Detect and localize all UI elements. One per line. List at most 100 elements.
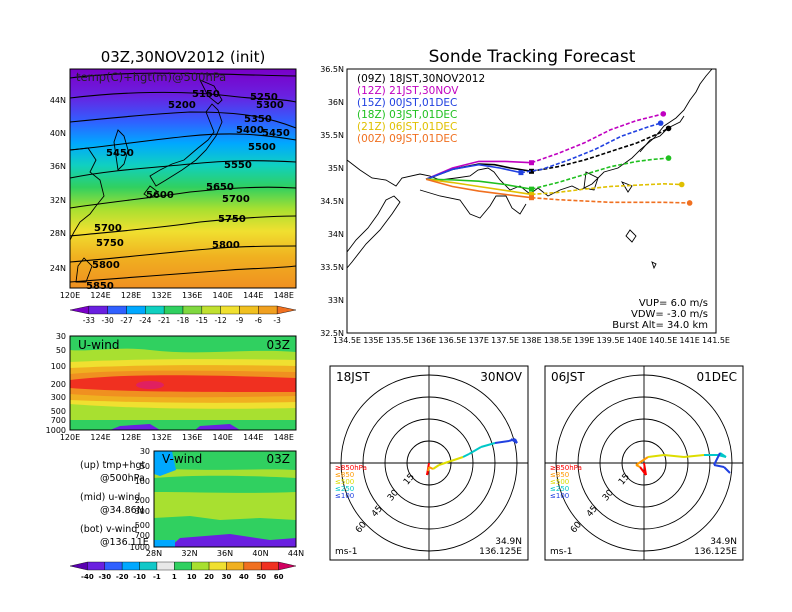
map500-lon-tick: 124E <box>90 291 110 300</box>
vwind-p-tick: 700 <box>135 531 150 540</box>
hgt-label: 5200 <box>168 100 196 111</box>
height-labels: 5150520052505300535054005450545055005550… <box>86 89 290 292</box>
landing-marker <box>665 155 672 161</box>
colorbar-label: -24 <box>139 316 151 325</box>
track-line <box>531 196 690 204</box>
vwind-p-tick: 200 <box>135 496 150 505</box>
hodo-segment <box>426 470 429 476</box>
hodo-segment <box>480 442 496 448</box>
pressure-legend-item: ≤250 <box>550 485 569 493</box>
colorbar-swatch <box>163 305 184 315</box>
hgt-label: 5350 <box>244 114 272 125</box>
map500-lat-tick: 28N <box>50 229 66 238</box>
hodo-segment <box>432 464 440 470</box>
hodo-lon: 136.125E <box>479 547 522 557</box>
vwind-p-tick: 100 <box>135 477 150 486</box>
uwind-p-tick: 300 <box>51 393 66 402</box>
tracking-lon-tick: 139.5E <box>597 336 625 345</box>
uwind-lon-tick: 148E <box>274 433 294 442</box>
colorbar-label: -33 <box>83 316 95 325</box>
hodo-segment <box>647 454 665 458</box>
track-line <box>531 113 664 164</box>
wind-colorbar-label: 10 <box>187 573 197 581</box>
hodograph-18jst: 18JST 30NOV15304560≥850hPa≤850≤500≤250≤10… <box>329 365 529 561</box>
main-title: Sonde Tracking Forecast <box>429 47 636 67</box>
pressure-legend-item: ≥850hPa <box>335 464 367 472</box>
hodo-time: 06JST <box>551 370 585 384</box>
landing-marker <box>686 200 693 206</box>
tracking-lon-tick: 136E <box>416 336 436 345</box>
uwind-p-tick: 50 <box>56 346 66 355</box>
wind-colorbar-label: -1 <box>153 573 161 581</box>
pressure-legend-item: ≤850 <box>550 471 569 479</box>
tracking-lat-tick: 34N <box>328 230 344 239</box>
wind-colorbar-label: 60 <box>274 573 284 581</box>
wind-colorbar-swatch <box>226 561 245 571</box>
hgt-label: 5700 <box>222 194 250 205</box>
colorbar-swatch <box>145 305 165 315</box>
track-line <box>425 178 532 196</box>
map500-lon-tick: 140E <box>213 291 233 300</box>
map500-lon-tick: 120E <box>60 291 80 300</box>
vwind-p-tick: 500 <box>135 521 150 530</box>
tracking-lon-ticks: 134.5E 135E 135.5E 136E 136.5E 137E 137.5E 138E… <box>333 336 730 345</box>
wind-colorbar-swatch <box>208 561 227 571</box>
vwind-p-tick: 1000 <box>130 543 150 552</box>
vwind-lat-tick: 28N <box>146 549 162 558</box>
hodo-segment <box>663 454 685 458</box>
landing-marker <box>660 111 667 117</box>
map500-label: temp(C)+hgt(m)@500hPa <box>76 70 226 84</box>
burst-marker <box>529 160 534 166</box>
colorbar-swatch <box>201 305 221 315</box>
tracking-lon-tick: 141.5E <box>702 336 730 345</box>
hodo-segment <box>462 453 470 458</box>
wind-colorbar-swatch <box>174 561 192 571</box>
track-legend-item: (18Z) 03JST,01DEC <box>357 109 457 121</box>
uwind-lon-tick: 128E <box>121 433 141 442</box>
colorbar-swatch <box>258 305 278 315</box>
colorbar-label: -3 <box>273 316 281 325</box>
map500-title: 03Z,30NOV2012 (init) <box>101 48 266 66</box>
pressure-legend-item: ≤500 <box>550 478 569 486</box>
colorbar-swatch <box>88 305 108 315</box>
note-mid-1: (mid) u-wind <box>80 492 140 503</box>
pressure-legend-item: ≤100 <box>550 492 569 500</box>
colorbar-swatch <box>126 305 146 315</box>
uwind-lon-tick: 120E <box>60 433 80 442</box>
uwind-p-tick: 1000 <box>46 426 66 435</box>
uwind-lon-tick: 136E <box>182 433 202 442</box>
tracking-panel: (09Z) 18JST,30NOV2012(12Z) 21JST,30NOV(1… <box>320 65 730 345</box>
balloon-tracks <box>425 111 693 206</box>
hodo-segment <box>438 460 452 466</box>
vwind-lat-tick: 44N <box>288 549 304 558</box>
note-bot-2: @136.11E <box>100 537 149 548</box>
wind-colorbar-swatch <box>104 561 123 571</box>
uwind-lon-ticks: 120E 124E 128E 132E 136E 140E 144E 148E <box>60 433 294 442</box>
hodo-segment <box>450 456 464 462</box>
hgt-label: 5400 <box>236 125 264 136</box>
wind-colorbar: -40 -30 -20 -10 -1 1 10 20 30 40 50 60 <box>69 561 297 581</box>
map500-lon-tick: 144E <box>243 291 263 300</box>
burst-marker <box>529 191 534 197</box>
vwind-lat-tick: 32N <box>181 549 197 558</box>
hgt-label: 5750 <box>218 214 246 225</box>
hgt-label: 5250 <box>250 92 278 103</box>
tracking-lon-tick: 138.5E <box>544 336 572 345</box>
colorbar-swatch <box>276 305 297 315</box>
pressure-legend-item: ≤500 <box>335 478 354 486</box>
vwind-time: 03Z <box>267 452 291 466</box>
hodo-segment <box>723 466 731 474</box>
hodo-segment <box>713 464 725 468</box>
hodo-segment <box>719 452 727 458</box>
pressure-legend-item: ≤100 <box>335 492 354 500</box>
landing-marker <box>678 181 685 188</box>
vwind-title: V-wind <box>162 452 202 466</box>
tracking-lon-tick: 140E <box>627 336 647 345</box>
tracking-lon-tick: 140.5E <box>649 336 677 345</box>
track-legend-item: (12Z) 21JST,30NOV <box>357 85 459 97</box>
hgt-label: 5150 <box>192 89 220 100</box>
uwind-p-tick: 100 <box>51 362 66 371</box>
